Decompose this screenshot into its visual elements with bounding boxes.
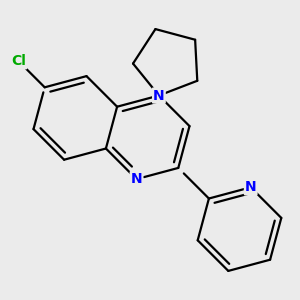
Text: N: N — [153, 88, 165, 103]
Text: N: N — [245, 180, 256, 194]
Text: N: N — [131, 172, 142, 186]
Text: Cl: Cl — [11, 54, 26, 68]
